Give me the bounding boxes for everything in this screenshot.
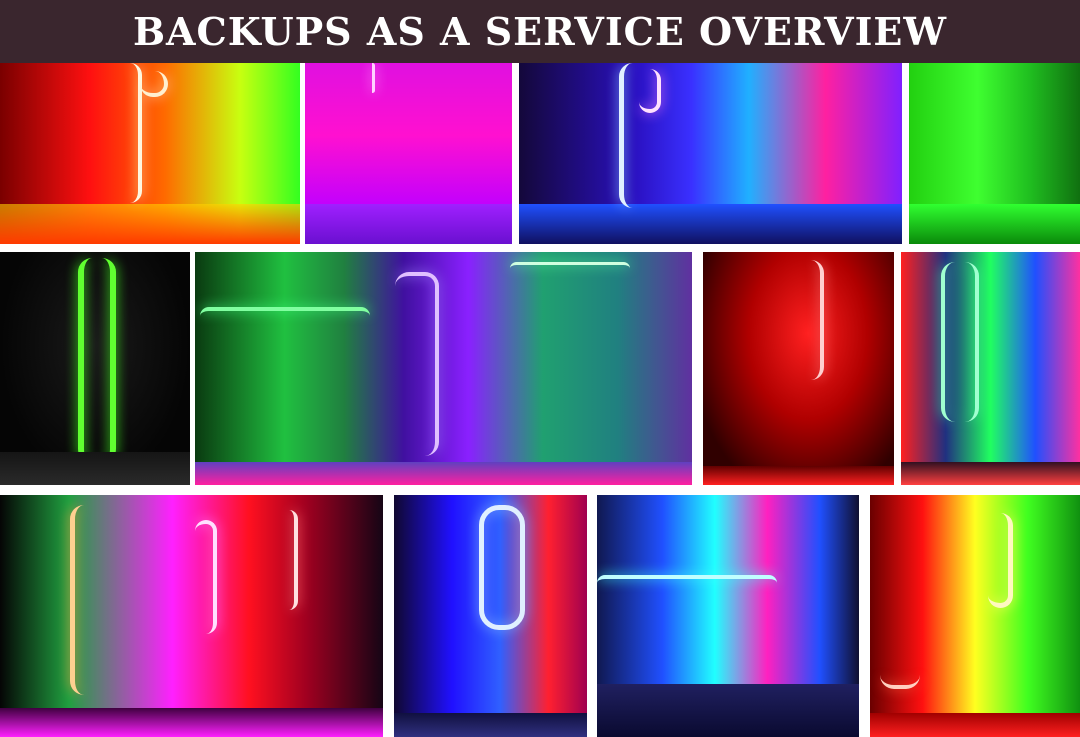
collage-tile [901,252,1080,485]
collage-tile [195,252,692,485]
collage-tile [703,252,894,485]
collage-tile [394,495,587,737]
title-banner: BACKUPS AS A SERVICE OVERVIEW [0,0,1080,63]
collage-tile [0,63,300,244]
page-title: BACKUPS AS A SERVICE OVERVIEW [132,9,948,54]
collage-tile [597,495,859,737]
collage-tile [0,252,190,485]
collage-tile [305,63,512,244]
collage-tile [870,495,1080,737]
collage-tile [0,495,383,737]
collage-tile [909,63,1080,244]
collage-tile [519,63,902,244]
